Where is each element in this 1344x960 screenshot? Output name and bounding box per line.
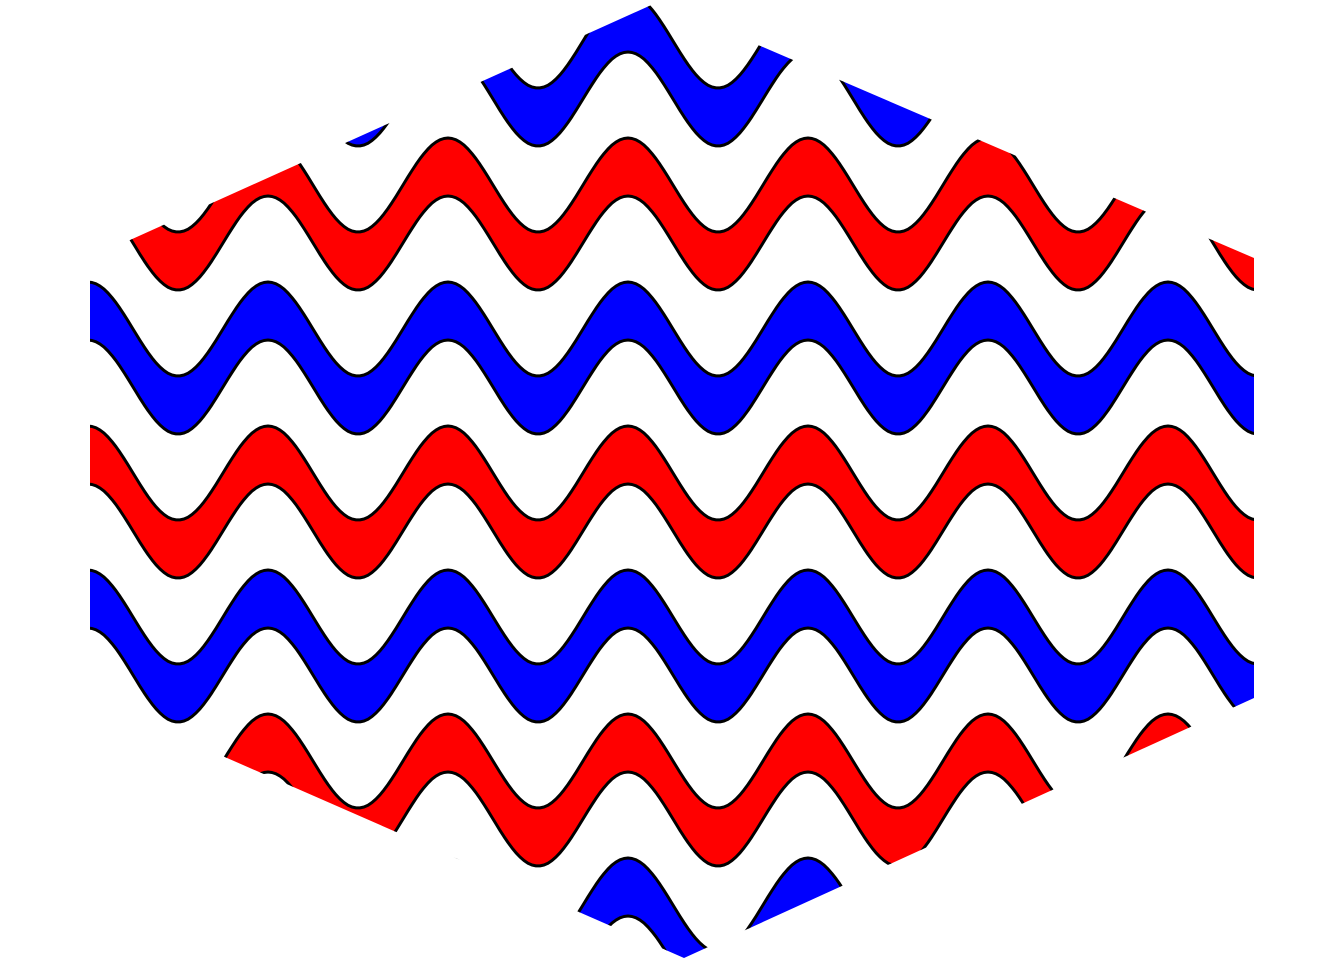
red-wave-band [90,2,1254,4]
red-wave-band [90,136,1254,292]
red-wave-band [90,424,1254,580]
blue-wave-band [90,280,1254,436]
blue-wave-band [90,2,1254,148]
wave-bands [90,2,1254,958]
blue-wave-band [90,856,1254,958]
red-wave-band [90,712,1254,868]
blue-wave-band [90,568,1254,724]
